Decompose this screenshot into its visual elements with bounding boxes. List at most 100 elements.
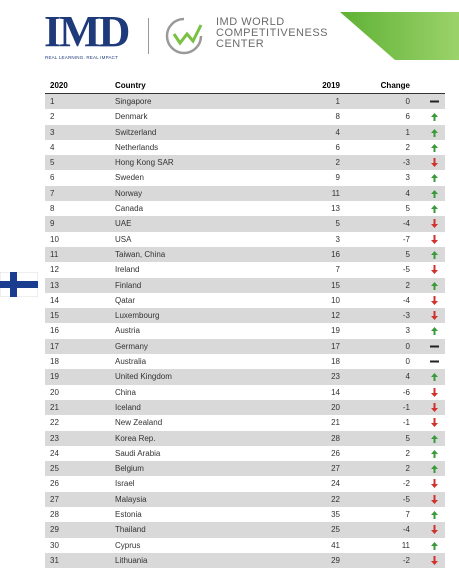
arrow-down (431, 387, 438, 397)
trend-arrow (431, 402, 438, 412)
table-row: 18 Australia 18 0 (45, 354, 445, 369)
trend-arrow (431, 281, 438, 290)
change: 0 (405, 97, 410, 106)
table-row: 6 Sweden 9 3 (45, 170, 445, 185)
rank-2020: 28 (50, 510, 59, 520)
table-row: 8 Canada 13 5 (45, 201, 445, 216)
rank-2020: 29 (50, 525, 59, 535)
rank-2019: 4 (335, 127, 340, 137)
country: Qatar (115, 295, 136, 305)
trend-arrow (431, 479, 438, 489)
table-row: 17 Germany 17 0 (45, 338, 445, 355)
country: Singapore (115, 97, 152, 106)
table-row: 21 Iceland 20 -1 (45, 399, 445, 416)
rank-2020: 2 (50, 112, 55, 122)
rank-2019: 20 (331, 402, 340, 412)
change: -4 (402, 219, 410, 229)
column-header: 2019 (322, 81, 340, 90)
rank-2019: 24 (331, 479, 340, 489)
ranking-table: 2020 Country 2019 Change 1 Singapore 1 0 2 Denmar… (45, 78, 445, 569)
rank-2020: 9 (50, 219, 55, 229)
table-row: 2 Denmark 8 6 (45, 109, 445, 124)
trend-arrow (431, 434, 438, 443)
table-row: 3 Switzerland 4 1 (45, 124, 445, 140)
country: Estonia (115, 510, 142, 520)
country: China (115, 387, 136, 397)
rank-2019: 35 (331, 510, 340, 520)
trend-arrow (431, 418, 438, 428)
country: USA (115, 234, 132, 244)
rank-2020: 21 (50, 402, 59, 412)
table-row: 1 Singapore 1 0 (45, 94, 445, 110)
rank-2020: 19 (50, 372, 59, 382)
arrow-down (431, 234, 438, 244)
rank-2020: 7 (50, 188, 55, 198)
icon-check (172, 24, 203, 46)
arrow-down (431, 479, 438, 489)
country: Canada (115, 204, 144, 214)
rank-2020: 30 (50, 540, 59, 550)
rank-2019: 12 (331, 311, 340, 321)
trend-arrow (431, 373, 438, 382)
arrow-down (431, 555, 438, 565)
column-header: Country (115, 81, 146, 90)
rank-2019: 41 (331, 540, 340, 550)
change: 5 (405, 204, 410, 214)
table-row: 13 Finland 15 2 (45, 277, 445, 293)
change: 4 (405, 188, 410, 198)
change: -2 (402, 555, 410, 565)
arrow-up (431, 449, 438, 458)
rank-2020: 25 (50, 464, 59, 474)
rank-2020: 10 (50, 234, 59, 244)
change: -4 (402, 295, 410, 305)
trend-arrow (431, 265, 438, 275)
change: -5 (402, 494, 410, 504)
trend-arrow (431, 250, 438, 259)
trend-arrow (431, 311, 438, 321)
table-row: 23 Korea Rep. 28 5 (45, 430, 445, 446)
arrow-up (431, 189, 438, 198)
country: Netherlands (115, 142, 159, 152)
table-row: 16 Austria 19 3 (45, 323, 445, 338)
banner-shape (340, 12, 459, 60)
rank-2019: 28 (331, 433, 340, 443)
change: 1 (405, 127, 410, 137)
rank-2019: 26 (331, 448, 340, 458)
change: 7 (405, 510, 410, 520)
rank-2019: 7 (335, 265, 340, 275)
table-row: 10 USA 3 -7 (45, 232, 445, 247)
arrow-up (431, 113, 438, 122)
table-row: 30 Cyprus 41 11 (45, 538, 445, 553)
arrow-down (431, 311, 438, 321)
country: Saudi Arabia (115, 448, 161, 458)
rank-2020: 16 (50, 326, 59, 336)
column-header: 2020 (50, 81, 68, 90)
trend-arrow (431, 327, 438, 336)
table-row: 27 Malaysia 22 -5 (45, 491, 445, 508)
rank-2019: 2 (335, 158, 340, 168)
rank-2019: 10 (331, 295, 340, 305)
country: Finland (115, 280, 142, 290)
rank-2019: 14 (331, 387, 340, 397)
rank-2020: 6 (50, 173, 55, 183)
trend-arrow (431, 465, 438, 474)
change: -3 (402, 311, 410, 321)
change: 0 (405, 341, 410, 351)
country: Iceland (115, 402, 141, 412)
trend-arrow (431, 128, 438, 137)
rank-2020: 12 (50, 265, 59, 275)
table-row: 5 Hong Kong SAR 2 -3 (45, 155, 445, 171)
table-row: 11 Taiwan, China 16 5 (45, 246, 445, 263)
rank-2019: 25 (331, 525, 340, 535)
change: 4 (405, 372, 410, 382)
country: UAE (115, 219, 132, 229)
flag-cross-v (10, 272, 17, 297)
trend-arrow (431, 541, 438, 550)
change: 3 (405, 173, 410, 183)
country: Lithuania (115, 555, 148, 565)
table-row: 15 Luxembourg 12 -3 (45, 308, 445, 324)
rank-2019: 29 (331, 555, 340, 565)
rank-2019: 18 (331, 357, 340, 367)
rank-2019: 3 (335, 234, 340, 244)
